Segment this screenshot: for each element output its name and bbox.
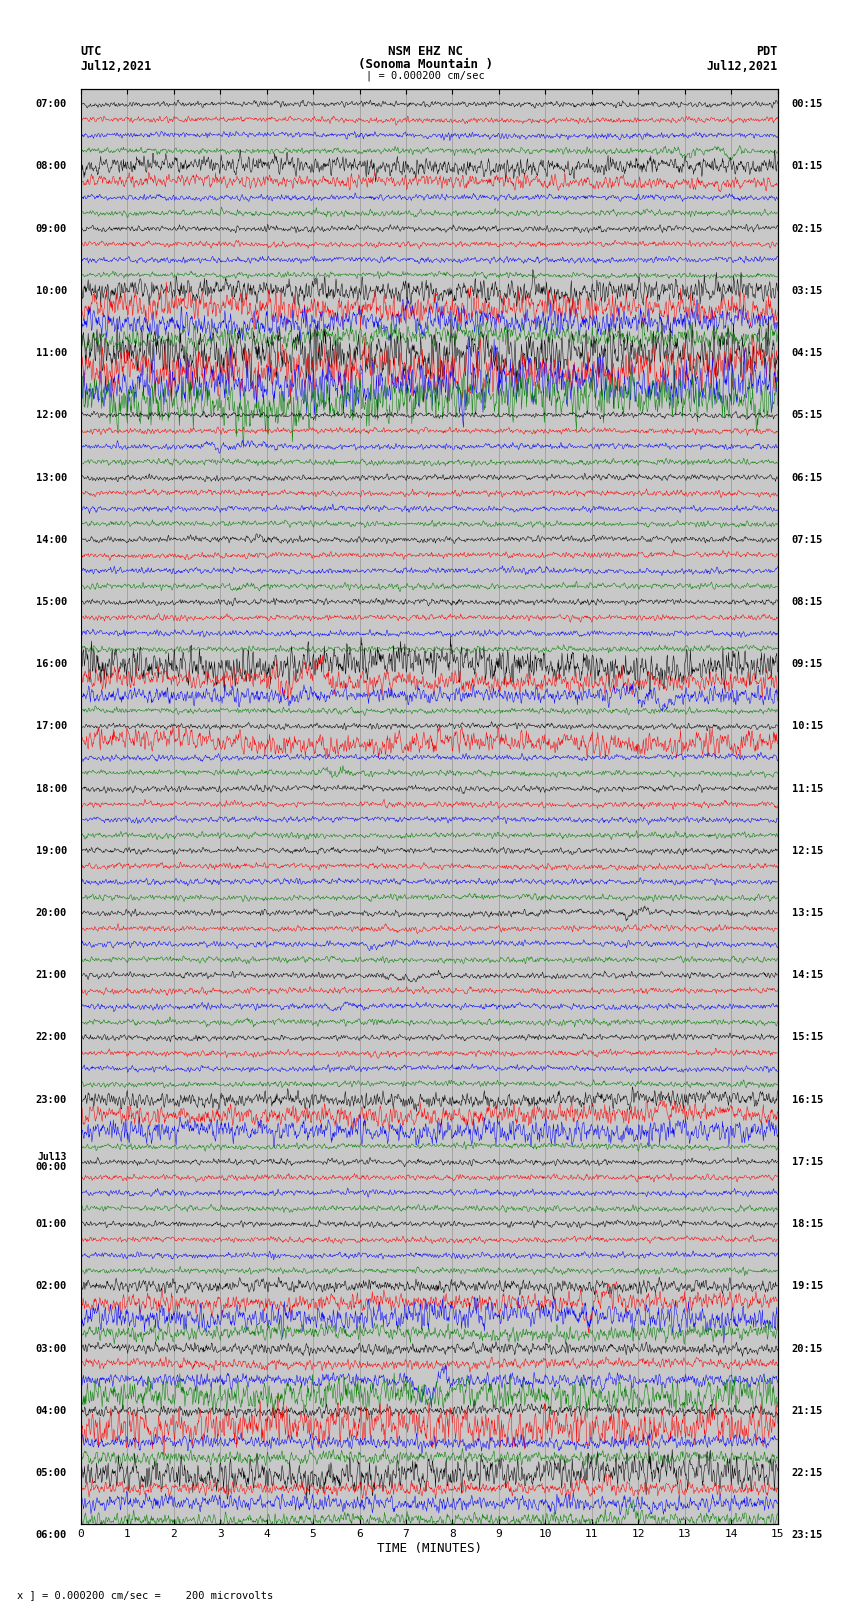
Text: 18:15: 18:15 <box>791 1219 823 1229</box>
Text: 13:00: 13:00 <box>36 473 67 482</box>
Text: | = 0.000200 cm/sec: | = 0.000200 cm/sec <box>366 71 484 82</box>
Text: 13:15: 13:15 <box>791 908 823 918</box>
Text: 09:00: 09:00 <box>36 224 67 234</box>
Text: (Sonoma Mountain ): (Sonoma Mountain ) <box>358 58 492 71</box>
Text: 05:15: 05:15 <box>791 410 823 421</box>
Text: UTC: UTC <box>81 45 102 58</box>
Text: 06:00: 06:00 <box>36 1531 67 1540</box>
Text: 09:15: 09:15 <box>791 660 823 669</box>
Text: 17:15: 17:15 <box>791 1157 823 1166</box>
Text: 08:00: 08:00 <box>36 161 67 171</box>
Text: 21:00: 21:00 <box>36 971 67 981</box>
Text: 14:00: 14:00 <box>36 536 67 545</box>
Text: 18:00: 18:00 <box>36 784 67 794</box>
Text: 15:00: 15:00 <box>36 597 67 606</box>
Text: 22:00: 22:00 <box>36 1032 67 1042</box>
Text: 01:00: 01:00 <box>36 1219 67 1229</box>
Text: 02:15: 02:15 <box>791 224 823 234</box>
Text: 07:15: 07:15 <box>791 536 823 545</box>
Text: NSM EHZ NC: NSM EHZ NC <box>388 45 462 58</box>
Text: 16:00: 16:00 <box>36 660 67 669</box>
Text: 20:15: 20:15 <box>791 1344 823 1353</box>
Text: 11:15: 11:15 <box>791 784 823 794</box>
Text: 04:15: 04:15 <box>791 348 823 358</box>
Text: x ] = 0.000200 cm/sec =    200 microvolts: x ] = 0.000200 cm/sec = 200 microvolts <box>17 1590 273 1600</box>
Text: 03:15: 03:15 <box>791 286 823 295</box>
Text: Jul12,2021: Jul12,2021 <box>706 60 778 73</box>
Text: 00:15: 00:15 <box>791 100 823 110</box>
Text: 10:00: 10:00 <box>36 286 67 295</box>
Text: 00:00: 00:00 <box>36 1161 67 1171</box>
Text: 15:15: 15:15 <box>791 1032 823 1042</box>
Text: 05:00: 05:00 <box>36 1468 67 1478</box>
Text: Jul12,2021: Jul12,2021 <box>81 60 152 73</box>
X-axis label: TIME (MINUTES): TIME (MINUTES) <box>377 1542 482 1555</box>
Text: 04:00: 04:00 <box>36 1407 67 1416</box>
Text: 23:00: 23:00 <box>36 1095 67 1105</box>
Text: 08:15: 08:15 <box>791 597 823 606</box>
Text: 22:15: 22:15 <box>791 1468 823 1478</box>
Text: 07:00: 07:00 <box>36 100 67 110</box>
Text: 03:00: 03:00 <box>36 1344 67 1353</box>
Text: 12:00: 12:00 <box>36 410 67 421</box>
Text: 19:00: 19:00 <box>36 845 67 857</box>
Text: 17:00: 17:00 <box>36 721 67 731</box>
Text: 16:15: 16:15 <box>791 1095 823 1105</box>
Text: 06:15: 06:15 <box>791 473 823 482</box>
Text: Jul13: Jul13 <box>37 1152 67 1163</box>
Text: PDT: PDT <box>756 45 778 58</box>
Text: 12:15: 12:15 <box>791 845 823 857</box>
Text: 14:15: 14:15 <box>791 971 823 981</box>
Text: 01:15: 01:15 <box>791 161 823 171</box>
Text: 20:00: 20:00 <box>36 908 67 918</box>
Text: 02:00: 02:00 <box>36 1281 67 1292</box>
Text: 19:15: 19:15 <box>791 1281 823 1292</box>
Text: 11:00: 11:00 <box>36 348 67 358</box>
Text: 23:15: 23:15 <box>791 1531 823 1540</box>
Text: 10:15: 10:15 <box>791 721 823 731</box>
Text: 21:15: 21:15 <box>791 1407 823 1416</box>
